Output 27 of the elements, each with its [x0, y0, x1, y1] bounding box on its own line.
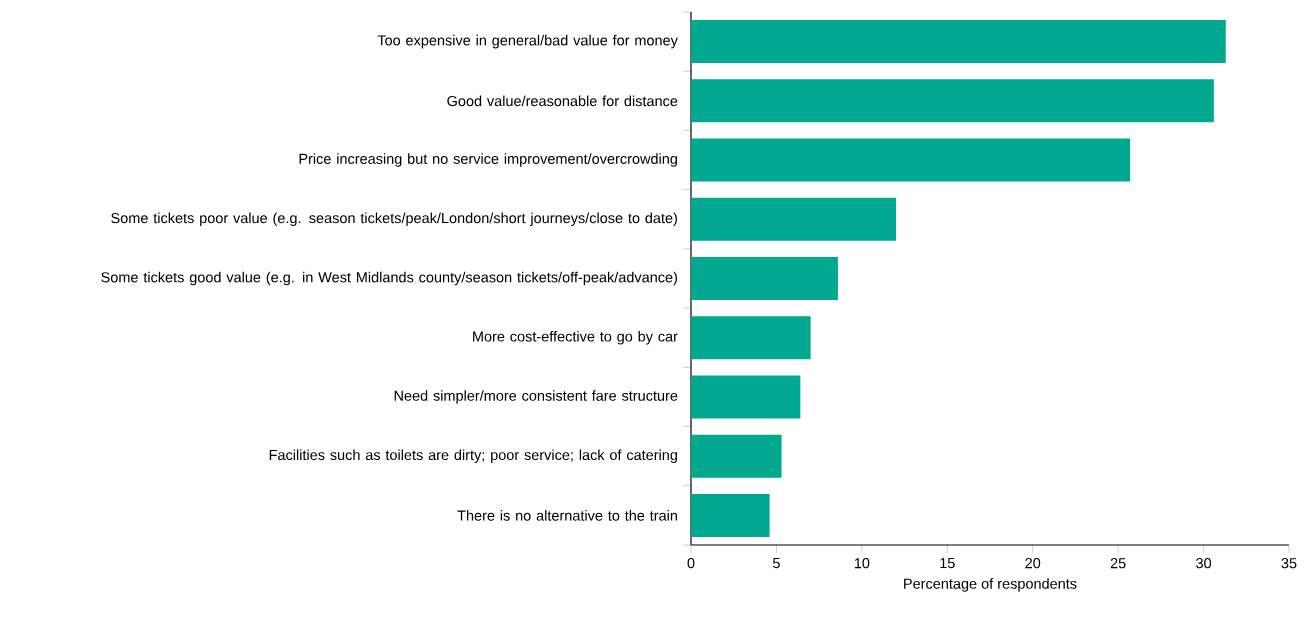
y-tick-label: More cost-effective to go by car: [473, 330, 678, 345]
y-tick-label: Some tickets poor value (e.g. season tickets/peak/London/short journeys/close to date): [111, 212, 677, 227]
y-tick-label: Some tickets good value (e.g. in West Midlands county/season tickets/off-peak/advance): [101, 271, 677, 286]
x-tick-label: 25: [1110, 558, 1126, 569]
x-tick-label: 10: [854, 558, 870, 569]
x-axis-title: Percentage of respondents: [904, 578, 1077, 592]
bar: [691, 138, 1131, 182]
x-tick-label: 15: [940, 558, 955, 569]
bar: [691, 434, 782, 478]
y-tick-label: Need simpler/more consistent fare structure: [394, 390, 678, 404]
x-tick-label: 0: [687, 558, 695, 569]
y-tick-label: Price increasing but no service improvement/overcrowding: [299, 153, 677, 167]
bar: [691, 316, 811, 360]
bar: [691, 257, 838, 300]
y-tick-label: Too expensive in general/bad value for money: [377, 34, 678, 49]
x-tick-label: 30: [1196, 558, 1212, 569]
y-tick-label: There is no alternative to the train: [457, 510, 677, 521]
y-tick-label: Good value/reasonable for distance: [447, 95, 678, 107]
bar: [691, 20, 1226, 64]
x-tick-label: 35: [1281, 558, 1297, 569]
bar: [691, 197, 897, 241]
bar: [691, 79, 1214, 123]
x-tick-label: 20: [1025, 558, 1041, 569]
bar: [691, 493, 770, 537]
bar: [691, 375, 801, 419]
y-tick-label: Facilities such as toilets are dirty; poor service; lack of catering: [269, 449, 677, 463]
x-tick-label: 5: [772, 558, 780, 569]
